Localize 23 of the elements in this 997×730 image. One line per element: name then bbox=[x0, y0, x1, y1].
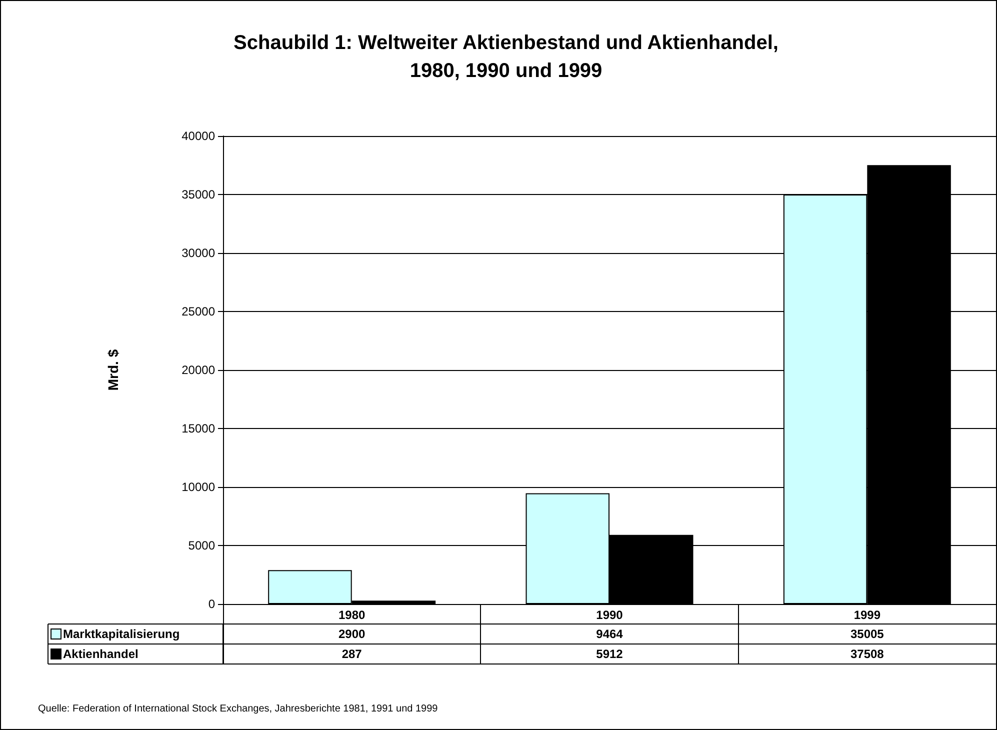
data-label: 2900 bbox=[338, 627, 366, 641]
x-tick-label: 1999 bbox=[854, 608, 881, 622]
y-tick-label: 15000 bbox=[182, 422, 216, 436]
y-tick-label: 0 bbox=[208, 597, 216, 611]
data-label: 9464 bbox=[596, 627, 624, 641]
y-tick-label: 30000 bbox=[182, 246, 216, 260]
y-tick-label: 5000 bbox=[188, 538, 216, 552]
legend-label: Marktkapitalisierung bbox=[63, 627, 180, 641]
y-tick-label: 25000 bbox=[182, 304, 216, 318]
chart-title: Schaubild 1: Weltweiter Aktienbestand und Aktienhandel, 1980, 1990 und 1999 bbox=[234, 32, 778, 82]
y-tick-label: 20000 bbox=[182, 363, 216, 377]
data-label: 287 bbox=[342, 647, 362, 661]
source-note: Quelle: Federation of International Stock Exchanges, Jahresberichte 1981, 1991 und 1999 bbox=[38, 704, 438, 714]
x-tick-label: 1990 bbox=[596, 608, 624, 622]
data-label: 35005 bbox=[850, 627, 884, 641]
y-tick-label: 10000 bbox=[182, 480, 216, 494]
legend-label: Aktienhandel bbox=[63, 647, 138, 661]
data-label: 37508 bbox=[850, 647, 884, 661]
y-tick-label: 35000 bbox=[182, 188, 216, 202]
data-label: 5912 bbox=[596, 647, 624, 661]
y-axis-title: Mrd. $ bbox=[105, 349, 121, 391]
y-tick-label: 40000 bbox=[182, 129, 216, 143]
x-tick-label: 1980 bbox=[338, 608, 366, 622]
